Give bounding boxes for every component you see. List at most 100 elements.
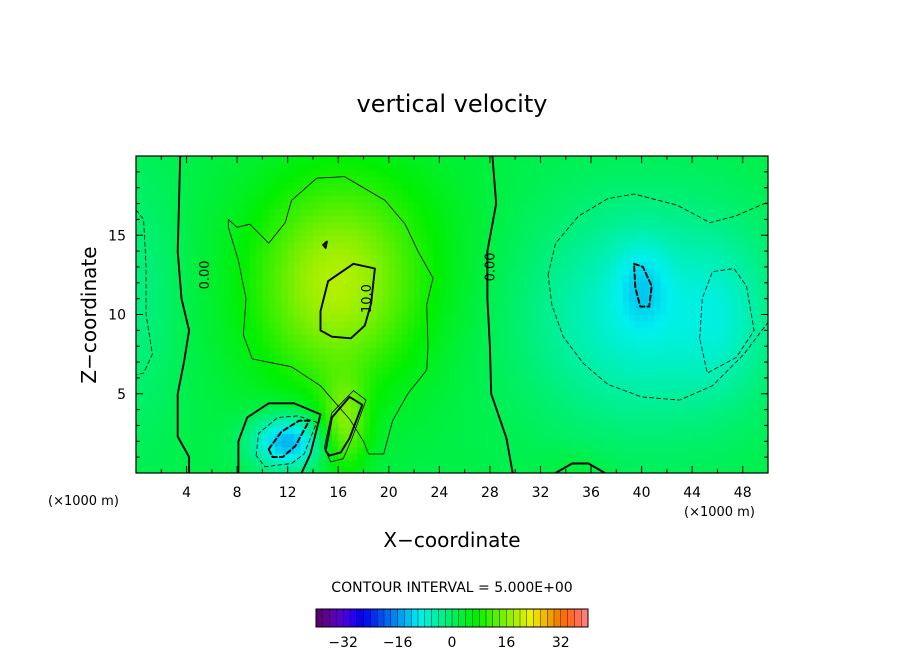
field-cell: [331, 426, 339, 434]
field-cell: [685, 327, 693, 335]
field-cell: [439, 248, 447, 256]
field-cell: [426, 235, 434, 243]
field-cell: [508, 459, 516, 467]
field-cell: [350, 433, 358, 441]
field-cell: [477, 406, 485, 415]
field-cell: [698, 307, 706, 316]
field-cell: [711, 202, 719, 210]
field-cell: [508, 307, 516, 316]
field-cell: [610, 261, 617, 269]
field-cell: [749, 393, 756, 401]
field-cell: [584, 413, 592, 421]
field-cell: [167, 175, 175, 184]
field-cell: [382, 281, 390, 289]
field-cell: [211, 156, 219, 164]
field-cell: [350, 413, 358, 421]
field-cell: [363, 202, 371, 210]
field-cell: [565, 248, 573, 256]
field-cell: [458, 420, 466, 428]
colorbar-swatch: [458, 608, 467, 628]
field-cell: [641, 354, 649, 362]
field-cell: [635, 340, 643, 349]
field-cell: [635, 334, 643, 342]
field-cell: [755, 156, 763, 164]
field-cell: [496, 459, 504, 467]
field-cell: [496, 235, 504, 243]
field-cell: [445, 268, 453, 276]
field-cell: [452, 459, 459, 467]
field-cell: [692, 387, 700, 395]
field-cell: [243, 189, 251, 197]
field-cell: [382, 189, 390, 197]
field-cell: [420, 175, 428, 184]
field-cell: [249, 162, 257, 170]
field-cell: [294, 406, 301, 415]
field-cell: [515, 426, 523, 434]
field-cell: [287, 208, 295, 217]
field-cell: [641, 175, 649, 184]
field-cell: [306, 255, 314, 263]
field-cell: [660, 208, 668, 217]
field-cell: [660, 406, 668, 415]
field-cell: [660, 400, 668, 408]
field-cell: [186, 413, 194, 421]
field-cell: [452, 387, 459, 395]
field-cell: [641, 360, 649, 368]
field-cell: [470, 380, 478, 388]
field-cell: [338, 255, 346, 263]
field-cell: [654, 281, 662, 289]
field-cell: [136, 446, 143, 454]
field-cell: [553, 433, 561, 441]
field-cell: [325, 222, 333, 230]
field-cell: [154, 175, 162, 184]
field-cell: [489, 301, 497, 309]
field-cell: [350, 459, 358, 467]
field-cell: [496, 301, 504, 309]
field-cell: [698, 406, 706, 415]
field-cell: [161, 248, 169, 256]
field-cell: [237, 261, 245, 269]
field-cell: [730, 466, 737, 473]
field-cell: [654, 255, 662, 263]
field-cell: [369, 466, 377, 473]
field-cell: [161, 261, 169, 269]
field-cell: [281, 301, 289, 309]
field-cell: [433, 393, 440, 401]
field-cell: [660, 446, 668, 454]
field-cell: [489, 268, 497, 276]
field-cell: [294, 459, 301, 467]
field-cell: [553, 453, 561, 461]
field-cell: [167, 426, 175, 434]
field-cell: [205, 413, 213, 421]
field-cell: [439, 327, 447, 335]
field-cell: [578, 406, 586, 415]
field-cell: [433, 347, 440, 355]
field-cell: [489, 453, 497, 461]
field-cell: [477, 314, 485, 322]
x-tick-label: 32: [532, 485, 550, 501]
field-cell: [502, 301, 510, 309]
field-cell: [496, 360, 504, 368]
field-cell: [723, 360, 731, 368]
field-cell: [730, 439, 737, 448]
field-cell: [439, 261, 447, 269]
field-cell: [300, 175, 308, 184]
field-cell: [521, 248, 529, 256]
field-cell: [470, 175, 478, 184]
field-cell: [660, 327, 668, 335]
field-cell: [736, 195, 744, 203]
field-cell: [666, 255, 674, 263]
field-cell: [698, 195, 706, 203]
field-cell: [344, 255, 352, 263]
field-cell: [388, 307, 396, 316]
field-cell: [420, 360, 428, 368]
field-cell: [148, 314, 156, 322]
field-cell: [300, 162, 308, 170]
field-cell: [287, 380, 295, 388]
field-cell: [736, 261, 744, 269]
field-cell: [761, 189, 768, 197]
field-cell: [192, 439, 200, 448]
field-cell: [388, 380, 396, 388]
field-cell: [496, 162, 504, 170]
field-cell: [287, 156, 295, 164]
